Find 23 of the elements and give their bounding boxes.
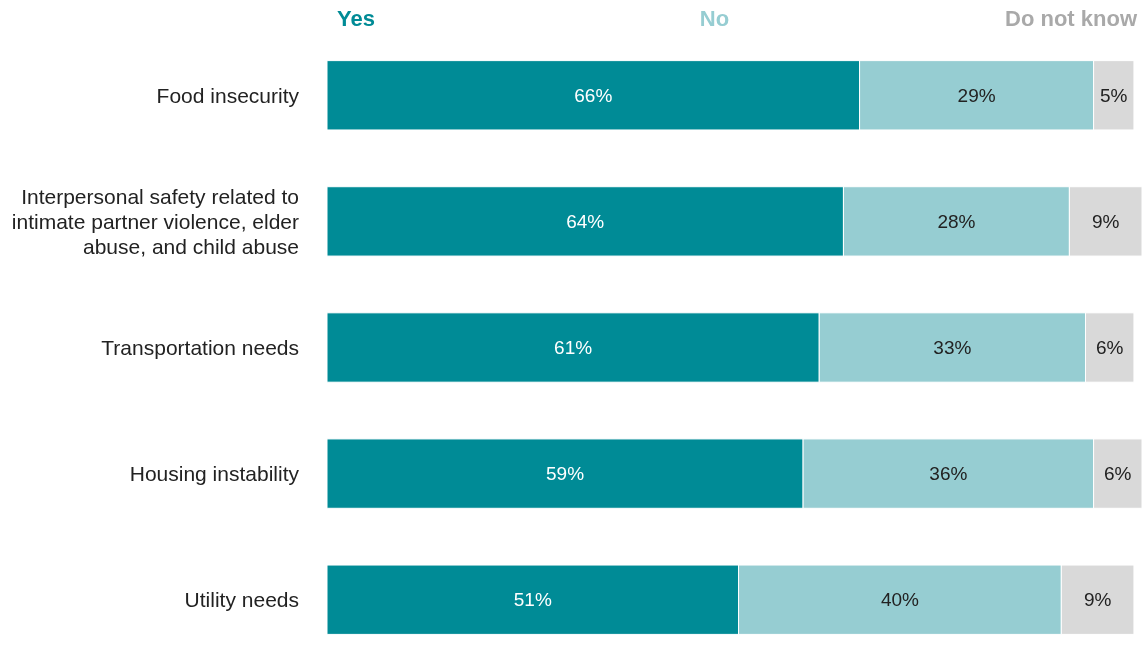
series-label: Do not know: [1005, 6, 1138, 31]
y-tick-label: Utility needs: [184, 588, 299, 612]
y-tick-label: Interpersonal safety related to intimate partner violence, elder abuse, and child abuse: [11, 184, 299, 258]
series-label: Yes: [337, 6, 375, 31]
y-tick-label: Transportation needs: [101, 335, 299, 359]
text: No: [699, 6, 730, 31]
data-label: 64%: [566, 211, 605, 233]
y-tick-label: Housing instability: [129, 461, 300, 485]
data-label: 5%: [1100, 84, 1128, 106]
y-tick-label: Food insecurity: [156, 83, 300, 107]
data-label: 28%: [937, 211, 976, 233]
data-label: 59%: [546, 463, 585, 485]
data-label: 33%: [933, 337, 972, 359]
data-label: 6%: [1104, 463, 1132, 485]
data-label: 40%: [880, 589, 920, 611]
data-label: 9%: [1083, 589, 1112, 611]
data-label: 61%: [554, 337, 593, 359]
data-label: 51%: [513, 589, 552, 611]
data-label: 9%: [1091, 211, 1120, 233]
data-label: 36%: [929, 463, 968, 485]
data-label: 6%: [1095, 337, 1124, 359]
data-label: 29%: [957, 84, 996, 106]
data-label: 66%: [574, 84, 613, 106]
